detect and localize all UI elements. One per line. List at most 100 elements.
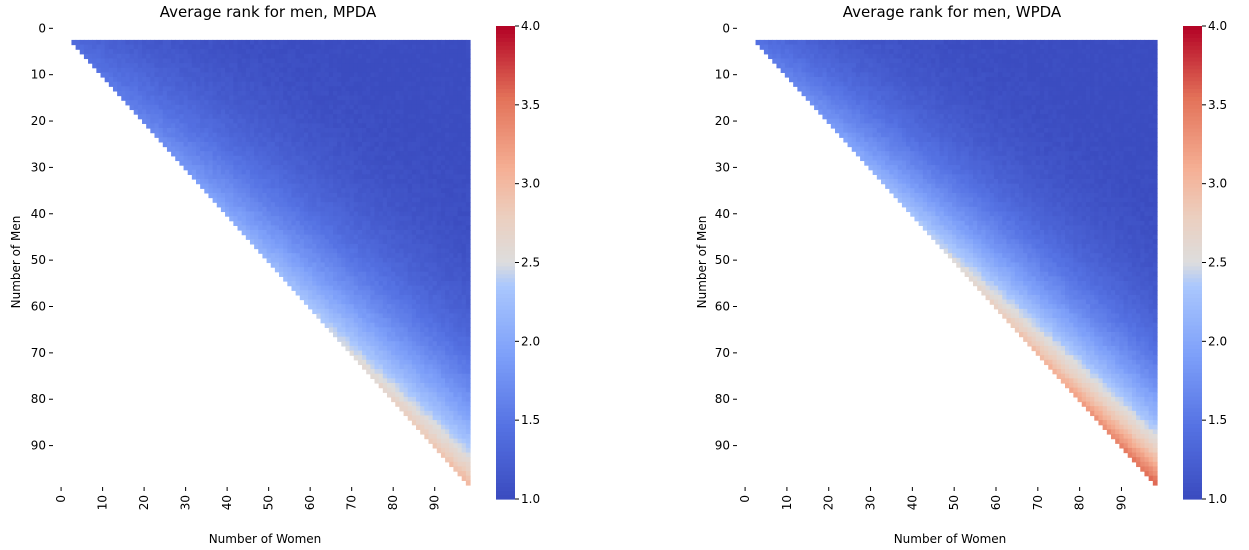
heatmap-cell <box>233 63 239 69</box>
heatmap-cell <box>440 369 446 375</box>
heatmap-cell <box>362 243 367 250</box>
heatmap-cell <box>179 109 185 115</box>
heatmap-cell <box>453 220 459 226</box>
heatmap-cell <box>295 123 301 129</box>
heatmap-cell <box>457 457 463 463</box>
heatmap-cell <box>233 44 239 50</box>
heatmap-cell <box>830 44 836 50</box>
heatmap-cell <box>333 49 338 55</box>
heatmap-cell <box>416 392 421 398</box>
heatmap-cell <box>440 294 446 301</box>
heatmap-cell <box>237 81 243 87</box>
heatmap-cell <box>312 248 317 254</box>
heatmap-cell <box>179 63 185 69</box>
heatmap-cell <box>233 58 239 64</box>
heatmap-cell <box>229 95 234 101</box>
heatmap-cell <box>303 53 309 60</box>
heatmap-cell <box>436 355 442 361</box>
colorbar-segment <box>496 467 515 473</box>
heatmap-cell <box>357 53 363 60</box>
heatmap-cell <box>270 155 276 162</box>
heatmap-cell <box>440 424 446 430</box>
heatmap-cell <box>395 90 401 97</box>
heatmap-cell <box>386 39 392 46</box>
heatmap-cell <box>370 327 376 333</box>
heatmap-cell <box>357 276 363 282</box>
heatmap-cell <box>399 378 405 384</box>
heatmap-cell <box>362 313 367 319</box>
heatmap-cell <box>428 67 434 73</box>
heatmap-cell <box>416 128 421 134</box>
heatmap-cell <box>92 49 97 55</box>
heatmap-cell <box>258 39 264 46</box>
heatmap-cell <box>403 141 409 148</box>
heatmap-cell <box>362 160 367 166</box>
heatmap-cell <box>461 461 467 468</box>
heatmap-cell <box>407 206 413 213</box>
heatmap-cell <box>399 90 405 97</box>
heatmap-cell <box>237 192 243 199</box>
heatmap-cell <box>407 401 413 407</box>
heatmap-cell <box>299 44 305 50</box>
heatmap-cell <box>345 86 351 92</box>
heatmap-cell <box>249 128 255 134</box>
heatmap-cell <box>391 225 396 231</box>
heatmap-cell <box>337 243 342 250</box>
heatmap-cell <box>386 299 392 305</box>
heatmap-cell <box>403 248 409 254</box>
heatmap-cell <box>158 123 164 129</box>
heatmap-cell <box>465 452 471 458</box>
heatmap-cell <box>411 146 417 152</box>
heatmap-cell <box>424 77 430 83</box>
heatmap-cell <box>395 49 401 55</box>
heatmap-cell <box>320 239 326 245</box>
heatmap-cell <box>461 466 467 472</box>
heatmap-cell <box>254 169 259 175</box>
heatmap-cell <box>440 100 446 106</box>
heatmap-cell <box>241 188 247 194</box>
heatmap-cell <box>333 165 338 171</box>
heatmap-cell <box>374 299 380 305</box>
heatmap-cell <box>303 137 309 143</box>
heatmap-cell <box>461 137 467 143</box>
heatmap-cell <box>320 304 326 310</box>
heatmap-cell <box>270 151 276 157</box>
heatmap-cell <box>279 128 284 134</box>
heatmap-cell <box>449 443 454 449</box>
heatmap-cell <box>395 100 401 106</box>
heatmap-cell <box>154 109 160 115</box>
heatmap-cell <box>378 206 384 213</box>
heatmap-cell <box>196 123 201 129</box>
heatmap-cell <box>324 299 330 305</box>
heatmap-cell <box>465 128 471 134</box>
heatmap-cell <box>333 197 338 203</box>
heatmap-cell <box>258 49 264 55</box>
heatmap-cell <box>386 318 392 324</box>
heatmap-cell <box>171 109 176 115</box>
heatmap-cell <box>287 67 293 73</box>
heatmap-cell <box>328 225 334 231</box>
heatmap-cell <box>918 44 924 50</box>
heatmap-cell <box>411 100 417 106</box>
heatmap-cell <box>320 253 326 259</box>
heatmap-cell <box>333 322 338 328</box>
heatmap-cell <box>274 141 280 148</box>
heatmap-cell <box>457 257 463 264</box>
heatmap-cell <box>216 188 222 194</box>
heatmap-cell <box>428 183 434 189</box>
colorbar-segment <box>496 439 515 445</box>
heatmap-cell <box>270 128 276 134</box>
heatmap-cell <box>262 132 268 138</box>
heatmap-cell <box>378 373 384 379</box>
heatmap-cell <box>428 146 434 152</box>
heatmap-cell <box>407 299 413 305</box>
heatmap-cell <box>440 332 446 338</box>
heatmap-cell <box>345 188 351 194</box>
heatmap-cell <box>378 128 384 134</box>
heatmap-cell <box>420 44 425 50</box>
heatmap-cell <box>881 44 886 50</box>
heatmap-cell <box>270 183 276 189</box>
heatmap-cell <box>233 128 239 134</box>
heatmap-cell <box>262 183 268 189</box>
heatmap-cell <box>399 262 405 268</box>
